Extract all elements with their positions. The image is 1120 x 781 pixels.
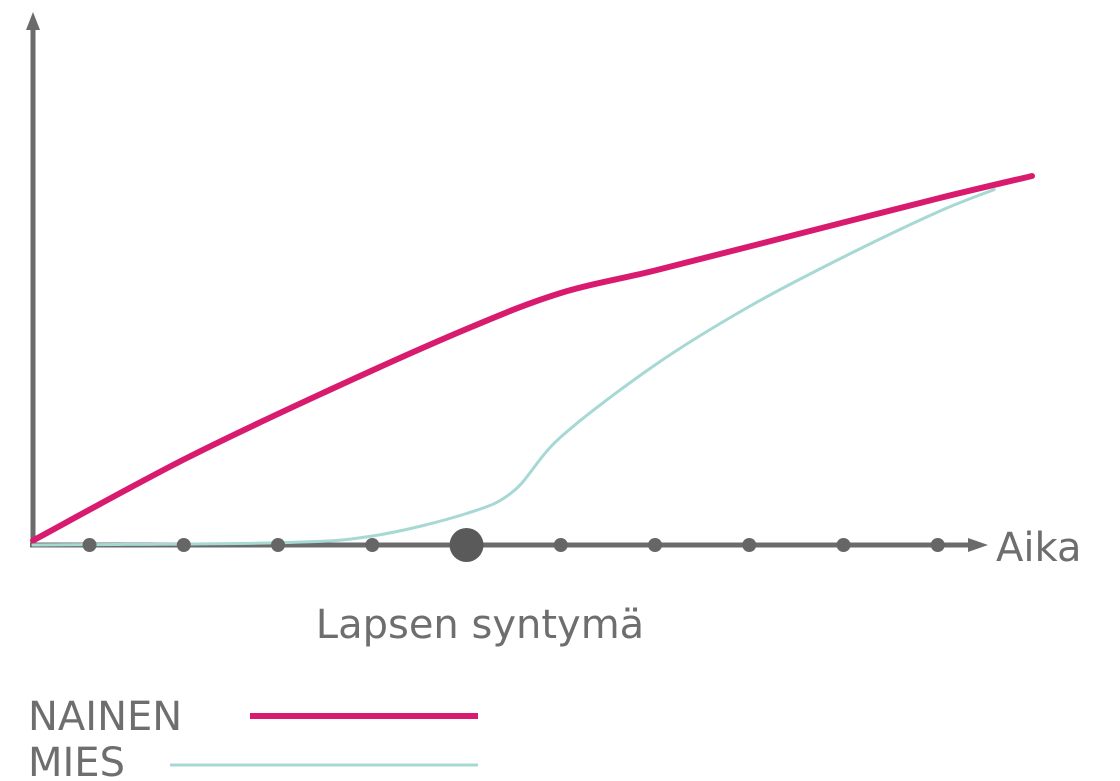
x-tick-dot xyxy=(930,538,945,552)
x-tick-birth-marker xyxy=(449,528,484,562)
x-tick-dot xyxy=(553,538,568,552)
x-tick-dot xyxy=(176,538,191,552)
axes xyxy=(26,12,988,552)
x-tick-dot xyxy=(836,538,851,552)
x-tick-dot xyxy=(82,538,97,552)
x-tick-dot xyxy=(271,538,286,552)
series-layer xyxy=(30,173,1035,547)
series-line-nainen xyxy=(30,173,1035,544)
x-tick-dot xyxy=(742,538,757,552)
ticks-layer xyxy=(82,528,945,562)
x-tick-dot xyxy=(365,538,380,552)
x-marker-label: Lapsen syntymä xyxy=(316,602,644,648)
x-tick-dot xyxy=(648,538,663,552)
legend-label-mies: MIES xyxy=(28,740,125,781)
x-axis-arrow xyxy=(968,538,988,552)
legend: NAINEN MIES xyxy=(28,694,478,781)
series-line-mies xyxy=(31,188,996,547)
legend-label-nainen: NAINEN xyxy=(28,694,182,740)
y-axis-arrow xyxy=(26,12,40,30)
x-axis-label: Aika xyxy=(996,525,1081,571)
